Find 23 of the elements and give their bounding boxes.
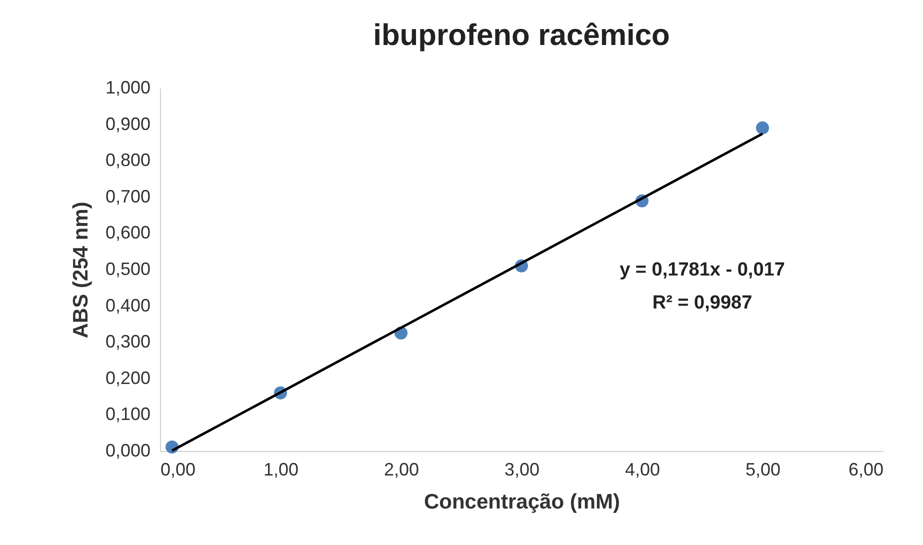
annotation: R² = 0,9987 (652, 292, 752, 314)
x-tick-label: 1,00 (263, 460, 299, 480)
y-tick-label: 0,400 (105, 295, 150, 316)
annotation: y = 0,1781x - 0,017 (620, 260, 785, 280)
y-tick-label: 1,000 (105, 78, 150, 98)
y-tick-label: 0,300 (105, 332, 150, 352)
x-tick-label: 3,00 (504, 460, 540, 480)
x-axis-title: Concentração (mM) (424, 490, 620, 514)
x-tick-label: 0,00 (160, 460, 196, 480)
y-tick-label: 0,500 (105, 259, 150, 279)
x-tick-label: 6,00 (848, 460, 884, 480)
y-tick-label: 0,600 (105, 222, 150, 243)
y-axis-title: ABS (254 nm) (69, 202, 92, 338)
y-tick-label: 0,900 (105, 114, 150, 134)
y-tick-label: 0,100 (105, 404, 150, 424)
x-tick-label: 4,00 (624, 460, 660, 480)
y-tick-label: 0,800 (105, 150, 150, 170)
x-tick-label: 5,00 (745, 460, 781, 480)
x-tick-label: 2,00 (384, 460, 420, 480)
y-tick-label: 0,200 (105, 368, 150, 388)
y-tick-label: 0,000 (105, 440, 150, 460)
chart-title: ibuprofeno racêmico (373, 19, 670, 52)
y-tick-label: 0,700 (105, 186, 150, 206)
